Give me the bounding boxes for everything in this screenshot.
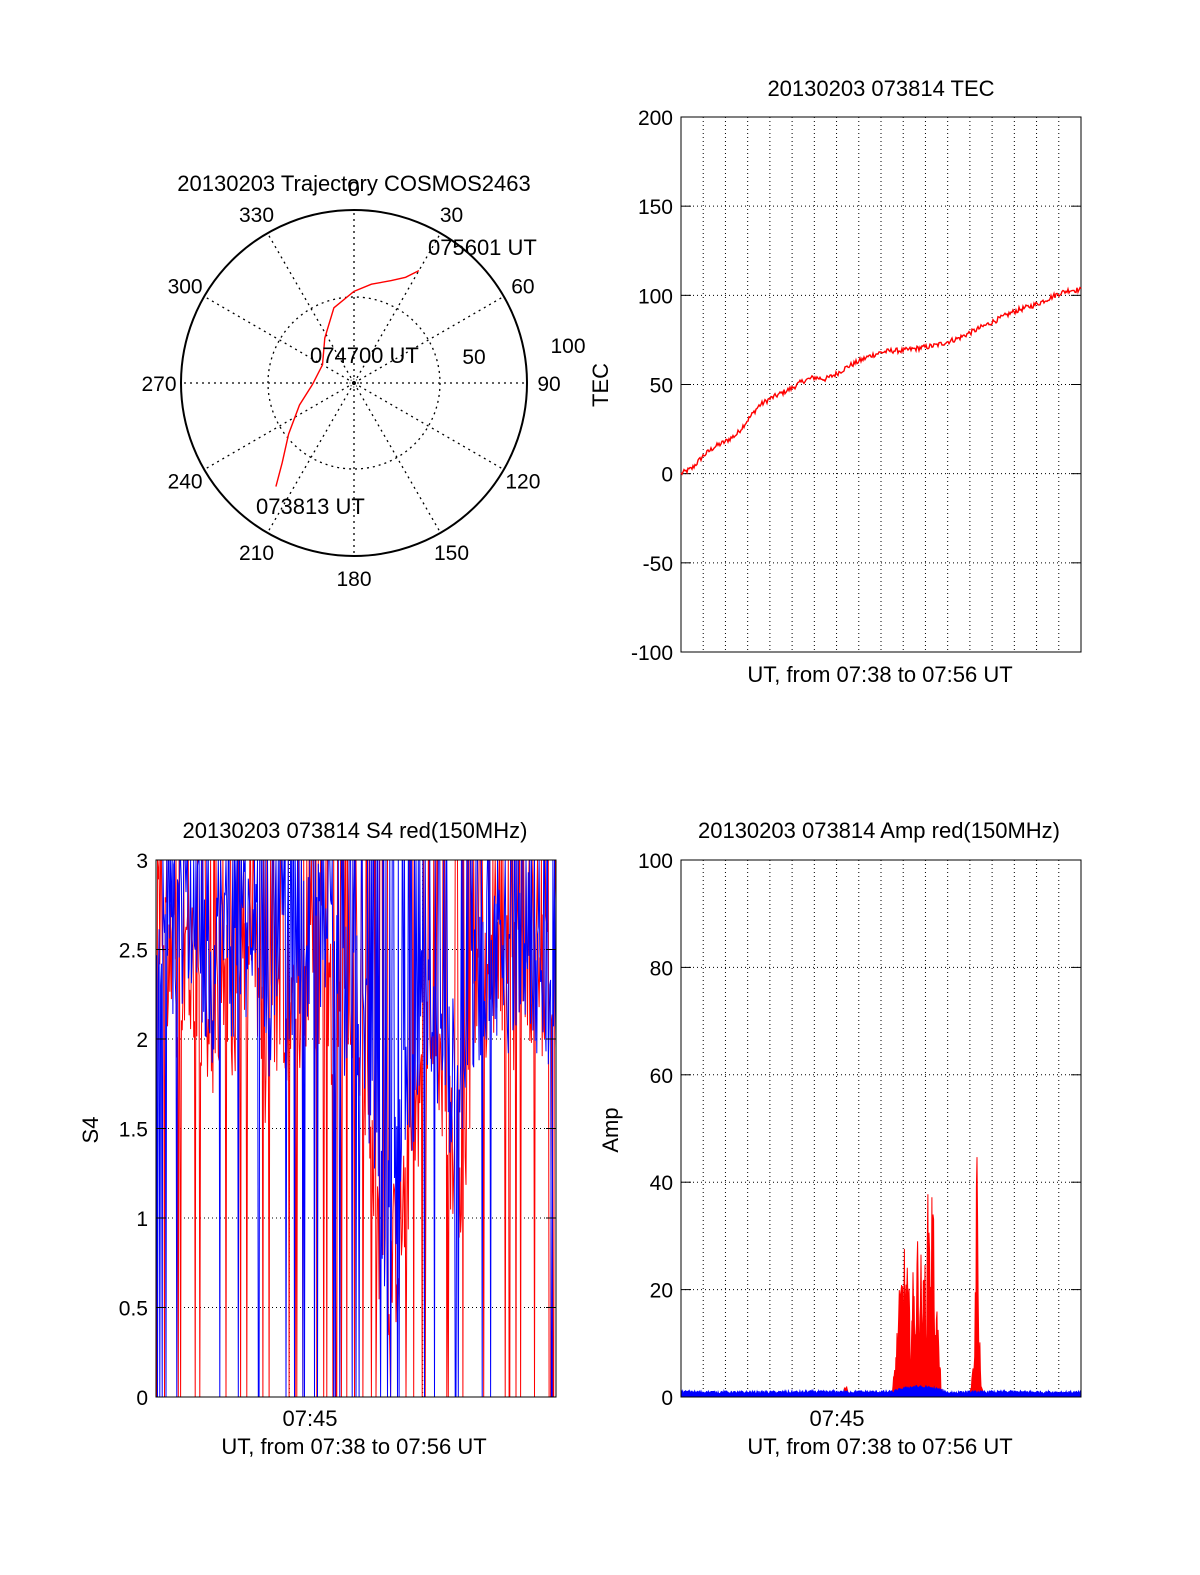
s4-chart: 20130203 073814 S4 red(150MHz) 0 0.5 1 1.5 2…	[78, 818, 557, 1459]
y-tick-label: 150	[638, 196, 673, 219]
tec-chart: 20130203 073814 TEC -100-50050100150200 …	[588, 76, 1082, 687]
polar-angle-label: 30	[440, 204, 463, 227]
amp-title: 20130203 073814 Amp red(150MHz)	[698, 818, 1060, 843]
polar-angle-label: 210	[239, 542, 274, 565]
amp-chart: 20130203 073814 Amp red(150MHz) 0 20 40 60 8…	[598, 818, 1082, 1459]
polar-angle-label: 240	[168, 471, 203, 494]
s4-ylabel: S4	[78, 1117, 103, 1144]
amp-frame	[680, 859, 1082, 1398]
polar-center-dot	[349, 378, 359, 388]
y-tick-label: 1	[136, 1208, 148, 1231]
polar-angle-label: 270	[141, 373, 176, 396]
tec-xlabel: UT, from 07:38 to 07:56 UT	[747, 662, 1012, 687]
polar-spoke	[266, 232, 355, 384]
polar-radius-label-50: 50	[462, 346, 485, 369]
polar-spokes	[181, 210, 527, 556]
tec-grid	[681, 117, 1081, 652]
polar-angle-label: 150	[434, 542, 469, 565]
polar-outer-circle	[180, 209, 528, 557]
y-tick-label: 3	[136, 850, 148, 873]
amp-xtick-0745: 07:45	[809, 1406, 864, 1431]
polar-trajectory-chart: 20130203 Trajectory COSMOS2463 0 30 60 90 12…	[141, 171, 585, 591]
polar-angle-label: 330	[239, 204, 274, 227]
tec-title: 20130203 073814 TEC	[767, 76, 994, 101]
s4-y-ticks: 0 0.5 1 1.5 2 2.5 3	[119, 850, 556, 1410]
tec-ylabel: TEC	[588, 363, 613, 407]
s4-xlabel: UT, from 07:38 to 07:56 UT	[221, 1434, 486, 1459]
y-tick-label: -100	[631, 642, 673, 665]
trajectory-mid-label: 074700 UT	[310, 343, 419, 368]
amp-red-series	[681, 1157, 1081, 1398]
polar-angle-label: 60	[511, 276, 534, 299]
polar-angle-labels: 0 30 60 90 120 150 180 210 240 270 300 330	[141, 178, 560, 591]
polar-angle-label: 0	[348, 178, 360, 201]
s4-title: 20130203 073814 S4 red(150MHz)	[183, 818, 528, 843]
polar-title: 20130203 Trajectory COSMOS2463	[177, 171, 530, 196]
polar-angle-label: 90	[537, 373, 560, 396]
trajectory-start-label: 073813 UT	[256, 494, 365, 519]
polar-spoke	[203, 295, 355, 384]
y-tick-label: 80	[650, 957, 673, 980]
y-tick-label: 2	[136, 1029, 148, 1052]
polar-spoke	[353, 232, 442, 384]
polar-spoke	[266, 382, 355, 534]
polar-radius-label-100: 100	[550, 335, 585, 358]
s4-xtick-0745: 07:45	[282, 1406, 337, 1431]
amp-series	[680, 1157, 1082, 1398]
amp-grid	[681, 860, 1081, 1397]
polar-angle-label: 120	[505, 471, 540, 494]
trajectory-line	[275, 269, 420, 487]
y-tick-label: 100	[638, 850, 673, 873]
polar-angle-label: 180	[336, 568, 371, 591]
polar-angle-label: 300	[168, 276, 203, 299]
y-tick-label: 100	[638, 285, 673, 308]
y-tick-label: 1.5	[119, 1119, 148, 1142]
trajectory-end-label: 075601 UT	[428, 235, 537, 260]
y-tick-label: 60	[650, 1065, 673, 1088]
polar-spoke	[203, 382, 355, 471]
y-tick-label: 0	[661, 1387, 673, 1410]
tec-series-line	[680, 286, 1082, 476]
y-tick-label: 2.5	[119, 940, 148, 963]
y-tick-label: -50	[643, 553, 673, 576]
amp-blue-series	[680, 1384, 1082, 1398]
y-tick-label: 200	[638, 107, 673, 130]
y-tick-label: 40	[650, 1172, 673, 1195]
polar-spoke	[353, 382, 442, 534]
y-tick-label: 0	[661, 464, 673, 487]
polar-spoke	[353, 382, 505, 471]
y-tick-label: 0	[136, 1387, 148, 1410]
amp-xlabel: UT, from 07:38 to 07:56 UT	[747, 1434, 1012, 1459]
amp-y-ticks: 0 20 40 60 80 100	[638, 850, 1081, 1410]
y-tick-label: 0.5	[119, 1298, 148, 1321]
amp-ylabel: Amp	[598, 1107, 623, 1152]
y-tick-label: 20	[650, 1280, 673, 1303]
polar-spoke	[353, 295, 505, 384]
y-tick-label: 50	[650, 375, 673, 398]
tec-y-ticks: -100 -50 0 50 100 150 200	[631, 107, 1081, 665]
